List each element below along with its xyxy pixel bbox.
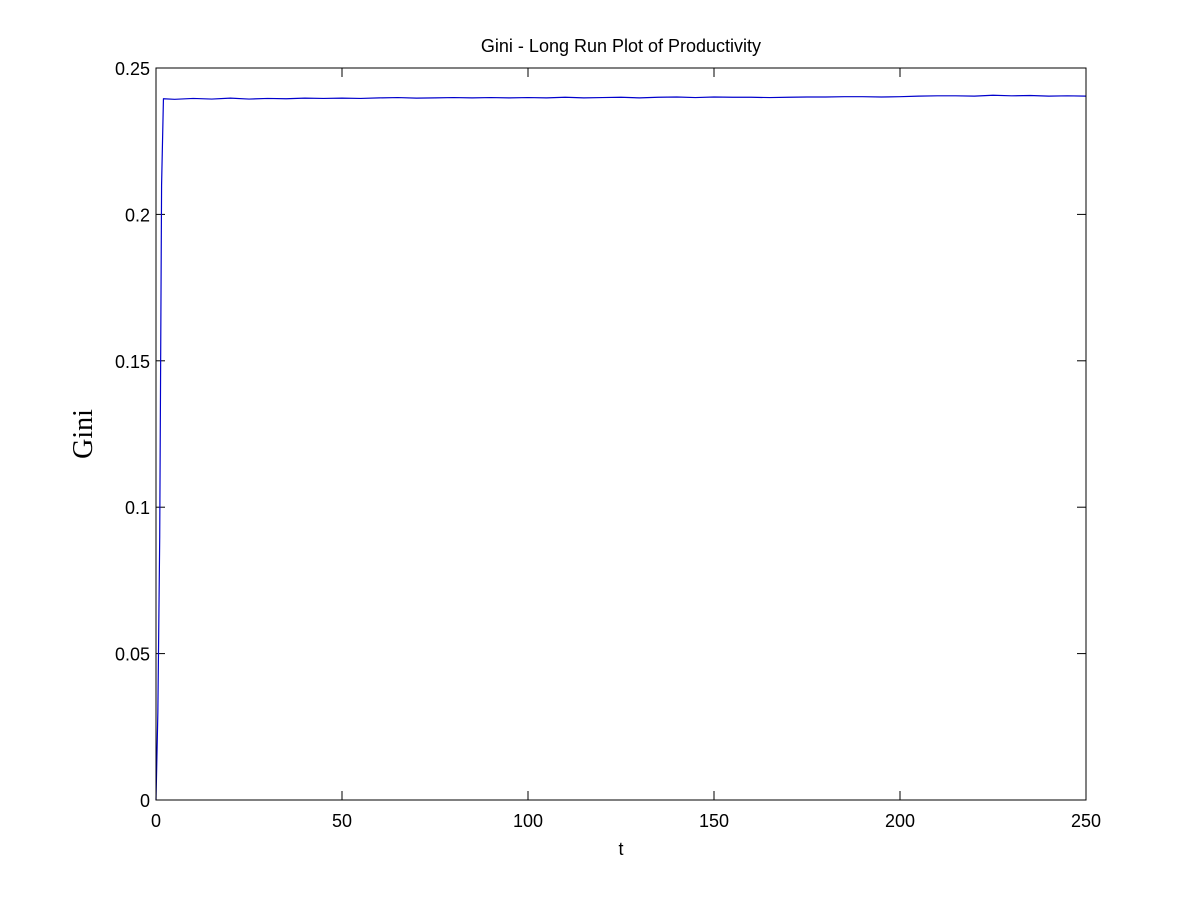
y-tick-label: 0.15: [115, 352, 150, 372]
y-tick-label: 0.1: [125, 498, 150, 518]
chart-title: Gini - Long Run Plot of Productivity: [481, 36, 761, 56]
x-tick-label: 200: [885, 811, 915, 831]
series-layer: [155, 94, 1087, 801]
plot-frame: [155, 67, 1087, 801]
x-tick-label: 0: [151, 811, 161, 831]
series-line: [155, 94, 1087, 801]
x-tick-label: 150: [699, 811, 729, 831]
x-tick-label: 100: [513, 811, 543, 831]
y-tick-label: 0: [140, 791, 150, 811]
y-tick-label: 0.05: [115, 645, 150, 665]
x-tick-label: 50: [332, 811, 352, 831]
plot-area: [156, 68, 1086, 800]
y-tick-label: 0.25: [115, 59, 150, 79]
x-tick-label: 250: [1071, 811, 1101, 831]
y-tick-label: 0.2: [125, 205, 150, 225]
ticks-layer: 0 50 100 150 200 250 0 0.05 0.1 0.15 0.2 0.25: [115, 59, 1101, 831]
x-axis-label: t: [618, 839, 623, 859]
y-axis-label: Gini: [68, 409, 99, 459]
